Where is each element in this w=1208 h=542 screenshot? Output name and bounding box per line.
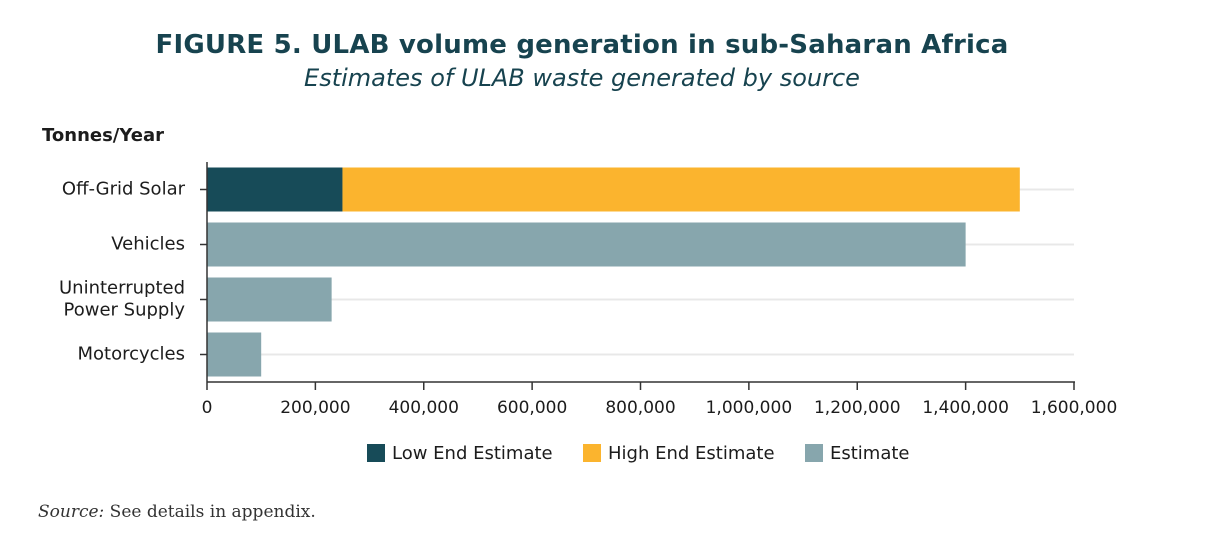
bar-estimate xyxy=(207,277,332,322)
category-label: Uninterrupted xyxy=(59,278,185,299)
category-label: Off-Grid Solar xyxy=(62,179,186,200)
bar-high-end-estimate xyxy=(342,167,1020,212)
x-tick-label: 1,000,000 xyxy=(706,398,793,418)
bar-low-end-estimate xyxy=(207,167,343,212)
legend-label: Low End Estimate xyxy=(392,443,553,464)
bar-chart: 0 200,000 400,000 600,000 800,000 1,000,000 1,… xyxy=(59,162,1118,464)
legend-label: Estimate xyxy=(830,443,910,464)
bar-estimate xyxy=(207,222,966,267)
grid-lines xyxy=(207,188,1074,356)
source-label: Source: xyxy=(38,502,105,522)
x-tick-label: 200,000 xyxy=(280,398,350,418)
chart-title: FIGURE 5. ULAB volume generation in sub-… xyxy=(155,30,1009,60)
x-tick-label: 600,000 xyxy=(497,398,567,418)
legend-label: High End Estimate xyxy=(608,443,775,464)
source-note: Source: See details in appendix. xyxy=(38,502,316,522)
bar-estimate xyxy=(207,332,262,377)
chart-subtitle: Estimates of ULAB waste generated by sou… xyxy=(304,64,860,92)
legend-swatch xyxy=(805,444,823,462)
category-labels: Off-Grid Solar Vehicles UninterruptedPower… xyxy=(59,179,186,365)
x-tick-label: 0 xyxy=(202,398,213,418)
x-tick-label: 1,600,000 xyxy=(1031,398,1118,418)
source-text: See details in appendix. xyxy=(104,502,316,522)
x-tick-label: 1,400,000 xyxy=(922,398,1009,418)
bars xyxy=(207,167,1020,377)
legend-swatch xyxy=(583,444,601,462)
legend-swatch xyxy=(367,444,385,462)
x-tick-label: 1,200,000 xyxy=(814,398,901,418)
category-label: Vehicles xyxy=(111,234,185,255)
legend: Low End Estimate High End Estimate Estimat… xyxy=(367,443,910,464)
y-axis-label: Tonnes/Year xyxy=(42,125,164,146)
category-label: Motorcycles xyxy=(77,344,185,365)
x-tick-label: 400,000 xyxy=(389,398,459,418)
x-ticks: 0 200,000 400,000 600,000 800,000 1,000,000 1,… xyxy=(202,382,1118,418)
x-tick-label: 800,000 xyxy=(605,398,675,418)
category-label: Power Supply xyxy=(64,300,186,321)
